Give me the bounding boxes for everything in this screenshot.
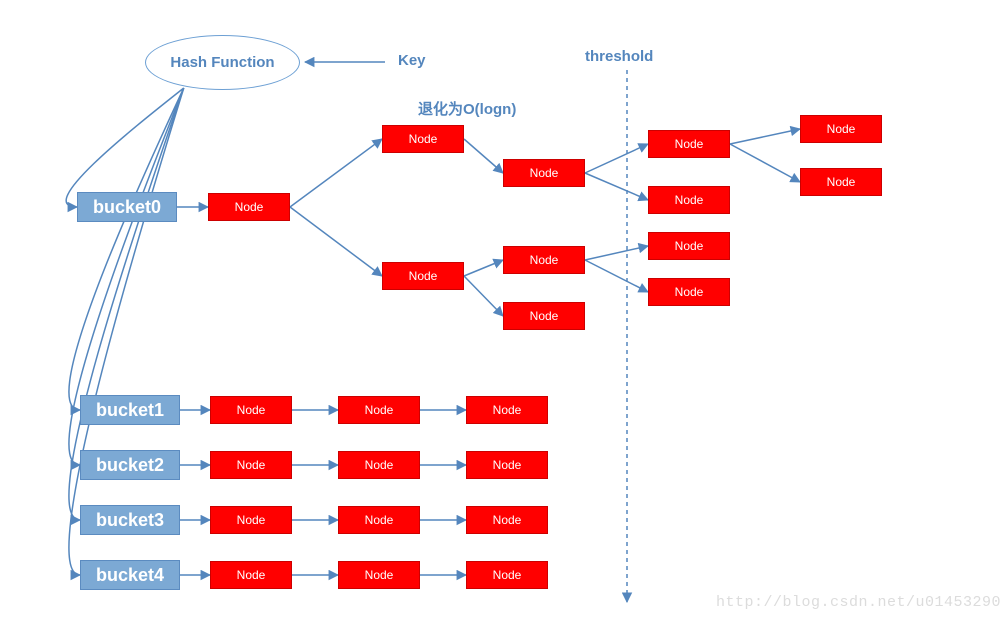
- tree-node: Node: [338, 506, 420, 534]
- degrade-label: 退化为O(logn): [418, 98, 516, 119]
- tree-node: Node: [648, 130, 730, 158]
- tree-node: Node: [648, 278, 730, 306]
- threshold-label: threshold: [585, 48, 653, 65]
- bucket-b0: bucket0: [77, 192, 177, 222]
- tree-node: Node: [503, 246, 585, 274]
- tree-node: Node: [800, 168, 882, 196]
- tree-node: Node: [210, 451, 292, 479]
- tree-node: Node: [210, 506, 292, 534]
- bucket-b2: bucket2: [80, 450, 180, 480]
- tree-node: Node: [210, 561, 292, 589]
- tree-node: Node: [210, 396, 292, 424]
- bucket-b3: bucket3: [80, 505, 180, 535]
- watermark-text: http://blog.csdn.net/u014532901: [716, 594, 1000, 611]
- tree-node: Node: [382, 125, 464, 153]
- bucket-b1: bucket1: [80, 395, 180, 425]
- tree-node: Node: [466, 506, 548, 534]
- tree-node: Node: [466, 451, 548, 479]
- tree-node: Node: [338, 451, 420, 479]
- tree-node: Node: [466, 561, 548, 589]
- tree-node: Node: [466, 396, 548, 424]
- tree-node: Node: [208, 193, 290, 221]
- tree-node: Node: [338, 561, 420, 589]
- tree-node: Node: [382, 262, 464, 290]
- hash-function-ellipse: Hash Function: [145, 35, 300, 90]
- tree-node: Node: [800, 115, 882, 143]
- tree-node: Node: [503, 302, 585, 330]
- bucket-b4: bucket4: [80, 560, 180, 590]
- key-label: Key: [398, 52, 426, 69]
- tree-node: Node: [338, 396, 420, 424]
- tree-node: Node: [648, 186, 730, 214]
- tree-node: Node: [503, 159, 585, 187]
- tree-node: Node: [648, 232, 730, 260]
